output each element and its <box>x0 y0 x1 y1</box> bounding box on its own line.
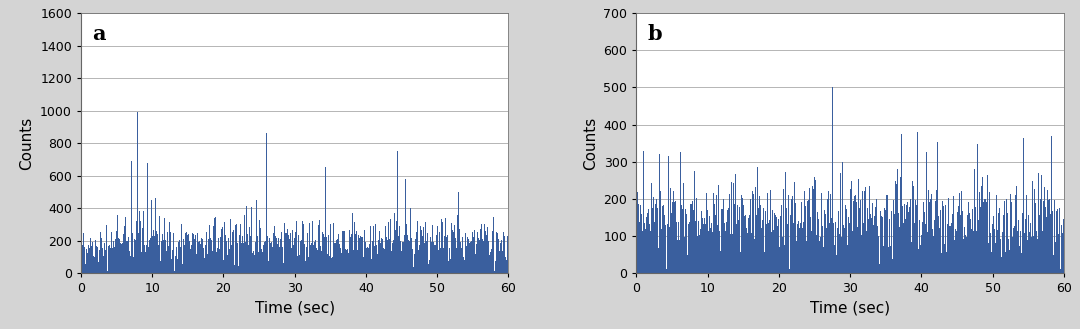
Y-axis label: Counts: Counts <box>19 116 35 170</box>
X-axis label: Time (sec): Time (sec) <box>255 301 335 316</box>
Text: b: b <box>647 24 662 43</box>
X-axis label: Time (sec): Time (sec) <box>810 301 890 316</box>
Y-axis label: Counts: Counts <box>583 116 598 170</box>
Text: a: a <box>92 24 105 43</box>
